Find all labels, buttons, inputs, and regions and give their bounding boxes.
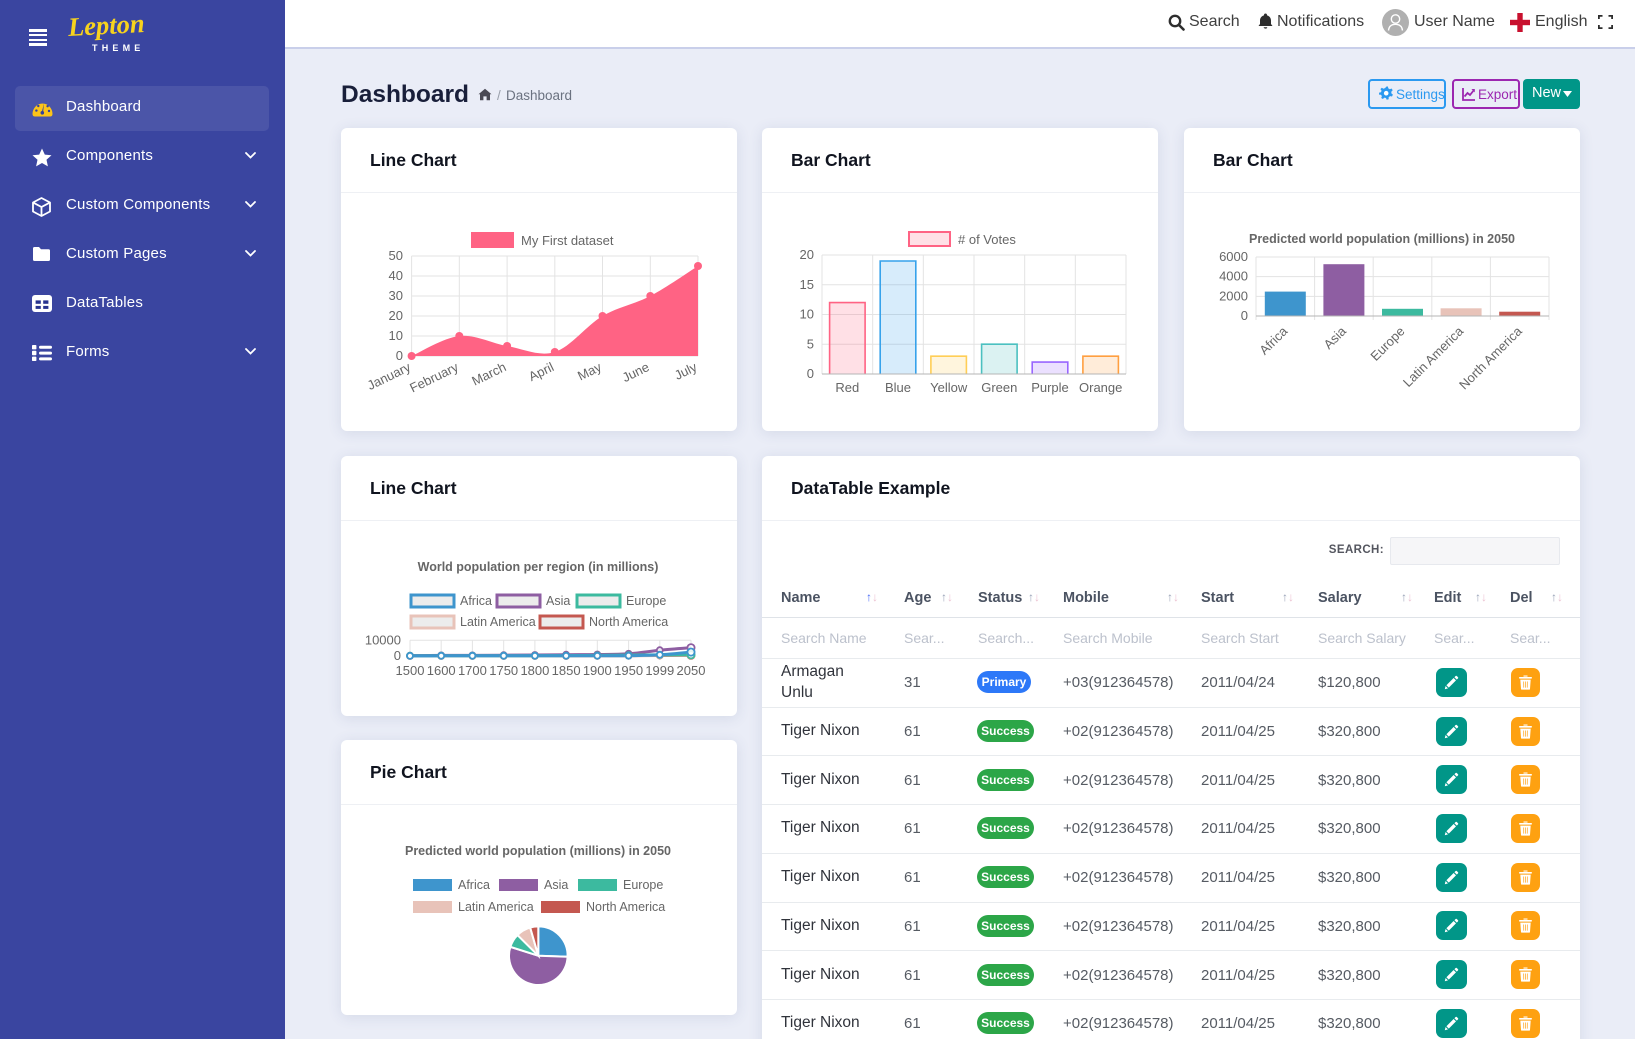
svg-text:1900: 1900 — [583, 663, 612, 678]
svg-text:North America: North America — [589, 615, 668, 629]
svg-text:Africa: Africa — [460, 594, 492, 608]
svg-text:30: 30 — [389, 288, 403, 303]
svg-text:1700: 1700 — [458, 663, 487, 678]
svg-text:January: January — [365, 359, 414, 393]
svg-text:40: 40 — [389, 268, 403, 283]
svg-text:Predicted world population (mi: Predicted world population (millions) in… — [1249, 232, 1515, 246]
svg-text:0: 0 — [396, 348, 403, 363]
svg-text:June: June — [620, 359, 652, 385]
svg-text:Europe: Europe — [623, 878, 663, 892]
svg-text:Purple: Purple — [1031, 380, 1069, 395]
svg-text:10: 10 — [800, 307, 814, 322]
svg-text:5: 5 — [807, 336, 814, 351]
svg-text:Predicted world population (mi: Predicted world population (millions) in… — [405, 844, 671, 858]
svg-text:20: 20 — [389, 308, 403, 323]
svg-text:0: 0 — [394, 648, 401, 663]
svg-text:50: 50 — [389, 248, 403, 263]
svg-text:Asia: Asia — [544, 878, 568, 892]
svg-text:0: 0 — [1241, 308, 1248, 323]
svg-text:March: March — [469, 359, 508, 388]
svg-text:6000: 6000 — [1219, 249, 1248, 264]
svg-text:My First dataset: My First dataset — [521, 233, 614, 248]
svg-text:Europe: Europe — [1367, 324, 1407, 364]
svg-text:Blue: Blue — [885, 380, 911, 395]
svg-text:4000: 4000 — [1219, 269, 1248, 284]
svg-text:10000: 10000 — [365, 632, 401, 647]
svg-text:Orange: Orange — [1079, 380, 1122, 395]
svg-text:1500: 1500 — [396, 663, 425, 678]
svg-text:July: July — [672, 359, 700, 383]
svg-text:0: 0 — [807, 366, 814, 381]
svg-text:Africa: Africa — [1256, 323, 1291, 358]
svg-text:North America: North America — [586, 900, 665, 914]
svg-text:Europe: Europe — [626, 594, 666, 608]
svg-text:Latin America: Latin America — [458, 900, 534, 914]
svg-text:1800: 1800 — [520, 663, 549, 678]
svg-text:1999: 1999 — [645, 663, 674, 678]
svg-text:Africa: Africa — [458, 878, 490, 892]
svg-text:May: May — [575, 359, 604, 383]
svg-text:1600: 1600 — [427, 663, 456, 678]
svg-text:15: 15 — [800, 277, 814, 292]
svg-text:# of Votes: # of Votes — [958, 232, 1016, 247]
svg-text:February: February — [407, 359, 461, 396]
svg-text:Asia: Asia — [1321, 323, 1350, 352]
svg-text:20: 20 — [800, 247, 814, 262]
svg-text:World population per region (i: World population per region (in millions… — [418, 560, 659, 574]
svg-text:1950: 1950 — [614, 663, 643, 678]
svg-text:Latin America: Latin America — [460, 615, 536, 629]
svg-text:Green: Green — [981, 380, 1017, 395]
svg-text:1750: 1750 — [489, 663, 518, 678]
svg-text:2050: 2050 — [677, 663, 706, 678]
svg-text:10: 10 — [389, 328, 403, 343]
svg-text:2000: 2000 — [1219, 288, 1248, 303]
svg-text:Yellow: Yellow — [930, 380, 968, 395]
svg-text:North America: North America — [1456, 323, 1525, 392]
svg-text:April: April — [526, 359, 556, 384]
svg-text:1850: 1850 — [552, 663, 581, 678]
svg-text:Red: Red — [835, 380, 859, 395]
svg-text:Asia: Asia — [546, 594, 570, 608]
